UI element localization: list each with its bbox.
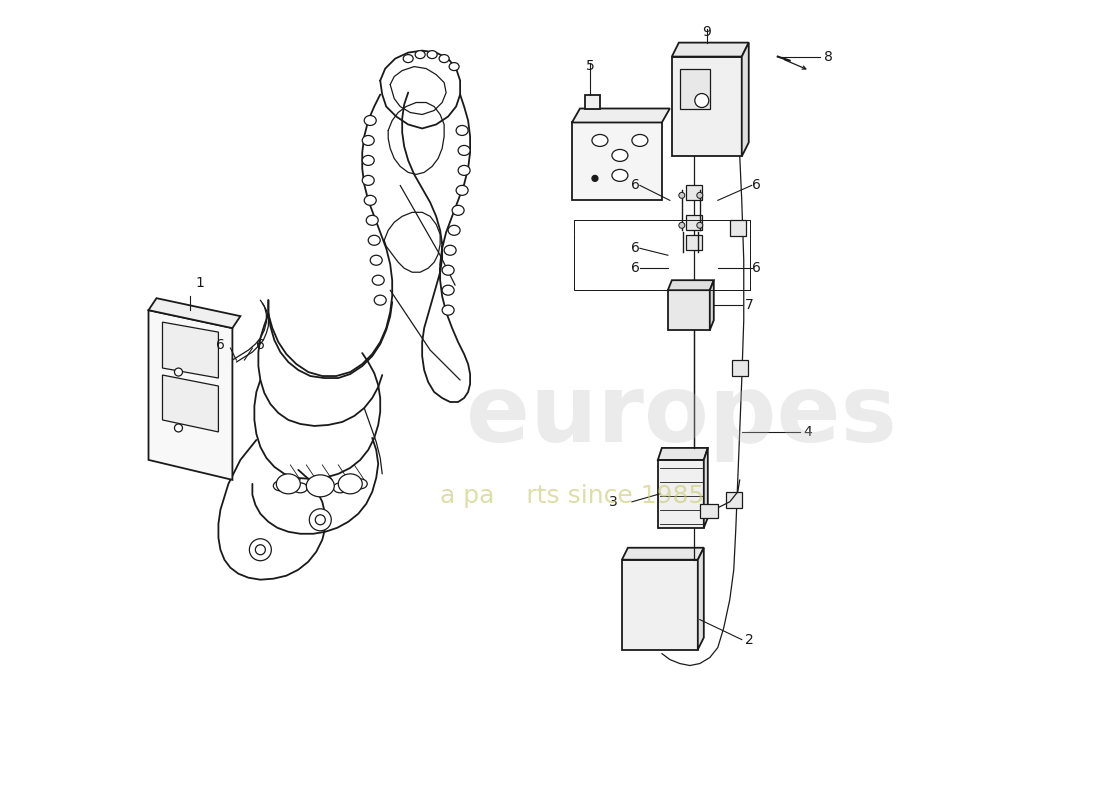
Polygon shape (685, 235, 702, 250)
Text: 3: 3 (609, 495, 618, 509)
Ellipse shape (679, 192, 685, 198)
Ellipse shape (306, 475, 334, 497)
Text: 8: 8 (824, 50, 833, 63)
Text: 6: 6 (751, 262, 760, 275)
Ellipse shape (362, 155, 374, 166)
Ellipse shape (695, 94, 708, 107)
Ellipse shape (415, 50, 426, 58)
Ellipse shape (364, 115, 376, 126)
Ellipse shape (372, 275, 384, 285)
Ellipse shape (456, 186, 469, 195)
Ellipse shape (442, 305, 454, 315)
Polygon shape (729, 220, 746, 236)
Ellipse shape (353, 479, 367, 489)
Polygon shape (741, 42, 749, 157)
Ellipse shape (273, 481, 287, 491)
Text: 9: 9 (703, 25, 712, 38)
Ellipse shape (458, 146, 470, 155)
Ellipse shape (364, 195, 376, 206)
Ellipse shape (175, 368, 183, 376)
Polygon shape (148, 298, 241, 328)
Ellipse shape (368, 235, 381, 246)
Ellipse shape (371, 255, 382, 266)
Ellipse shape (456, 126, 469, 135)
Polygon shape (685, 215, 702, 230)
Ellipse shape (439, 54, 449, 62)
Polygon shape (672, 42, 749, 57)
Polygon shape (668, 280, 714, 290)
Polygon shape (658, 448, 707, 460)
Ellipse shape (339, 474, 362, 494)
Ellipse shape (592, 134, 608, 146)
Polygon shape (148, 310, 232, 480)
Text: 6: 6 (631, 262, 640, 275)
Text: europes: europes (466, 370, 898, 462)
Ellipse shape (362, 175, 374, 186)
Polygon shape (163, 322, 219, 378)
Polygon shape (704, 448, 707, 528)
Ellipse shape (696, 222, 703, 228)
Ellipse shape (294, 483, 307, 493)
Polygon shape (572, 109, 670, 122)
Ellipse shape (449, 62, 459, 70)
Text: 6: 6 (631, 242, 640, 255)
Text: 2: 2 (745, 633, 754, 646)
Ellipse shape (366, 215, 378, 226)
Ellipse shape (444, 246, 456, 255)
Polygon shape (572, 122, 662, 200)
Ellipse shape (314, 485, 328, 495)
Polygon shape (163, 375, 219, 432)
Polygon shape (697, 548, 704, 650)
Polygon shape (710, 280, 714, 330)
Polygon shape (700, 504, 718, 518)
Text: 5: 5 (585, 58, 594, 73)
Ellipse shape (374, 295, 386, 305)
Ellipse shape (175, 424, 183, 432)
Ellipse shape (316, 515, 326, 525)
Text: 7: 7 (745, 298, 754, 312)
Polygon shape (658, 460, 704, 528)
Ellipse shape (442, 266, 454, 275)
Ellipse shape (250, 538, 272, 561)
Polygon shape (668, 290, 710, 330)
Ellipse shape (631, 134, 648, 146)
Polygon shape (621, 560, 697, 650)
Text: a pa    rts since 1985: a pa rts since 1985 (440, 484, 704, 508)
Ellipse shape (276, 474, 300, 494)
Text: 4: 4 (804, 425, 813, 439)
Ellipse shape (427, 50, 437, 58)
Polygon shape (585, 94, 600, 109)
Text: 6: 6 (216, 338, 224, 352)
Polygon shape (732, 360, 748, 376)
Ellipse shape (255, 545, 265, 554)
Ellipse shape (333, 483, 348, 493)
Ellipse shape (442, 285, 454, 295)
Ellipse shape (404, 54, 414, 62)
Ellipse shape (362, 135, 374, 146)
Ellipse shape (612, 150, 628, 162)
Polygon shape (726, 492, 741, 508)
Ellipse shape (458, 166, 470, 175)
Ellipse shape (696, 192, 703, 198)
Polygon shape (672, 57, 741, 157)
Ellipse shape (612, 170, 628, 182)
Ellipse shape (448, 226, 460, 235)
Text: 1: 1 (196, 276, 205, 290)
Text: 6: 6 (631, 178, 640, 192)
Ellipse shape (679, 222, 685, 228)
Text: 6: 6 (751, 178, 760, 192)
Ellipse shape (309, 509, 331, 530)
Ellipse shape (452, 206, 464, 215)
Polygon shape (621, 548, 704, 560)
Bar (680, 69, 710, 109)
Polygon shape (685, 186, 702, 200)
Text: 6: 6 (256, 338, 265, 352)
Ellipse shape (592, 175, 598, 182)
